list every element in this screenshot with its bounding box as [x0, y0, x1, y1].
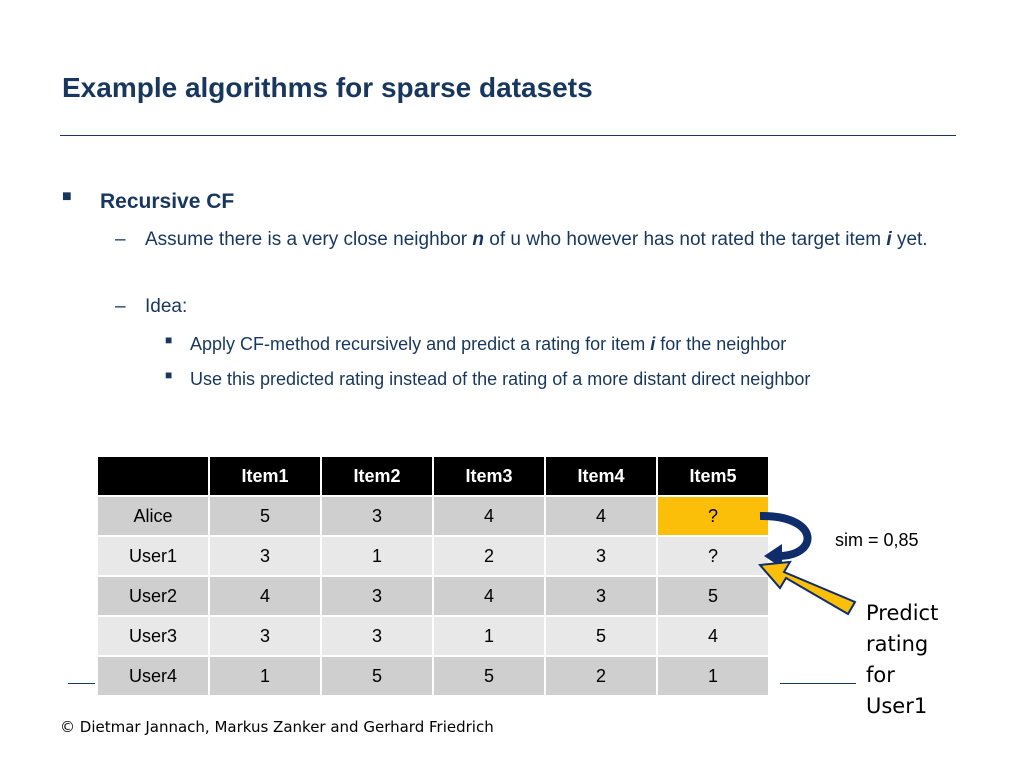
- predict-line: for: [866, 663, 895, 687]
- rating-cell: 3: [320, 495, 434, 537]
- rating-cell: 5: [432, 655, 546, 697]
- rating-cell: 3: [320, 615, 434, 657]
- rating-cell: 3: [208, 615, 322, 657]
- sim-label: sim = 0,85: [835, 530, 919, 550]
- rating-cell: 3: [320, 575, 434, 617]
- bullet-sub: Assume there is a very close neighbor n …: [145, 225, 955, 255]
- user-cell: User4: [96, 655, 210, 697]
- rating-cell: 1: [320, 535, 434, 577]
- bullet-icon: ■: [165, 368, 173, 382]
- emph: i: [886, 229, 892, 250]
- bullet-icon: ■: [165, 333, 173, 347]
- footer-rule: [68, 683, 95, 684]
- rating-cell: ?: [656, 495, 770, 537]
- predict-line: Predict: [866, 601, 939, 625]
- column-header: Item4: [544, 455, 658, 497]
- text: of u who however has not rated the targe…: [484, 229, 887, 250]
- rating-cell: 1: [656, 655, 770, 697]
- dash: –: [115, 296, 126, 317]
- table-row: User4 1 5 5 2 1: [96, 655, 770, 697]
- text: for the neighbor: [655, 334, 787, 354]
- rating-cell: 3: [544, 535, 658, 577]
- yellow-arrow: [757, 560, 857, 616]
- footer-rule: [780, 683, 856, 684]
- slide-title: Example algorithms for sparse datasets: [62, 72, 593, 103]
- rating-cell: 5: [656, 575, 770, 617]
- rating-cell: 5: [208, 495, 322, 537]
- title-rule: [60, 135, 956, 136]
- user-cell: User3: [96, 615, 210, 657]
- header-row: Item1 Item2 Item3 Item4 Item5: [96, 455, 770, 497]
- column-header: Item2: [320, 455, 434, 497]
- emph: n: [472, 229, 484, 250]
- rating-cell: 1: [208, 655, 322, 697]
- rating-cell: 3: [208, 535, 322, 577]
- predict-line: rating: [866, 632, 929, 656]
- bullet-icon: ■: [62, 188, 72, 205]
- rating-cell: ?: [656, 535, 770, 577]
- rating-cell: 4: [208, 575, 322, 617]
- bullet-subsub: Apply CF-method recursively and predict …: [190, 329, 786, 359]
- rating-cell: 2: [432, 535, 546, 577]
- table-row: User3 3 3 1 5 4: [96, 615, 770, 657]
- rating-cell: 3: [544, 575, 658, 617]
- text: yet.: [891, 229, 928, 250]
- bullet-sub: Idea:: [145, 296, 188, 317]
- bullet-main: Recursive CF: [100, 190, 235, 213]
- rating-cell: 2: [544, 655, 658, 697]
- column-header: Item1: [208, 455, 322, 497]
- column-header: Item3: [432, 455, 546, 497]
- user-cell: Alice: [96, 495, 210, 537]
- curved-arrow: [759, 511, 812, 560]
- rating-table: Item1 Item2 Item3 Item4 Item5 Alice 5 3 4 4? User1…: [96, 455, 770, 697]
- predict-label: Predict rating for User1: [866, 598, 938, 722]
- table-row: Alice 5 3 4 4?: [96, 495, 770, 537]
- rating-cell: 5: [320, 655, 434, 697]
- rating-cell: 4: [432, 575, 546, 617]
- arrowhead: [764, 544, 782, 568]
- table-row: User1 3 1 2 3?: [96, 535, 770, 577]
- text: Assume there is a very close neighbor: [145, 229, 473, 250]
- bullet-subsub: Use this predicted rating instead of the…: [190, 369, 811, 389]
- table-row: User2 4 3 4 3 5: [96, 575, 770, 617]
- rating-cell: 1: [432, 615, 546, 657]
- user-cell: User1: [96, 535, 210, 577]
- footer: © Dietmar Jannach, Markus Zanker and Ger…: [60, 718, 494, 736]
- emph: i: [650, 334, 656, 354]
- user-cell: User2: [96, 575, 210, 617]
- dash: –: [115, 229, 126, 250]
- rating-cell: 4: [432, 495, 546, 537]
- rating-cell: 4: [544, 495, 658, 537]
- text: Apply CF-method recursively and predict …: [190, 334, 651, 354]
- rating-cell: 4: [656, 615, 770, 657]
- predict-line: User1: [866, 694, 928, 718]
- corner-cell: [96, 455, 210, 497]
- column-header: Item5: [656, 455, 770, 497]
- rating-cell: 5: [544, 615, 658, 657]
